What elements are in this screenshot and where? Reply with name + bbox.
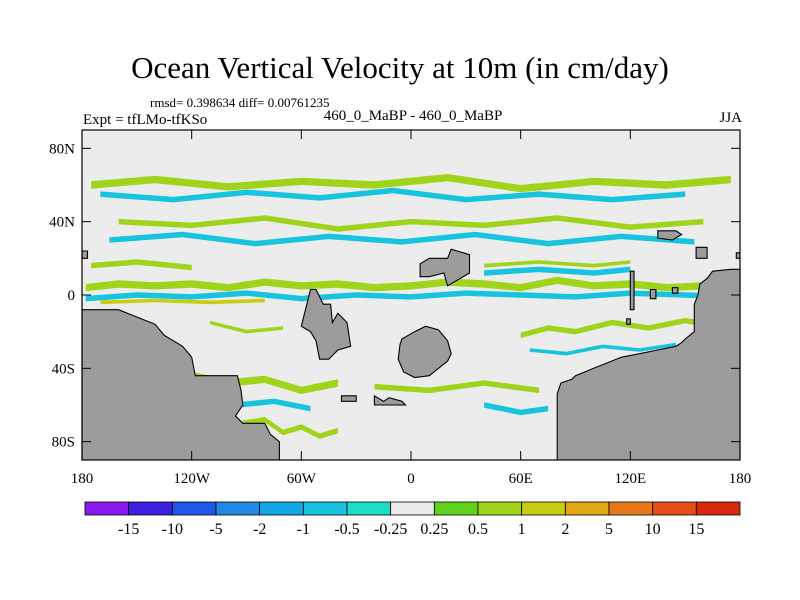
colorbar-label: 0.5 [468,521,488,538]
land-southern-island-b [373,394,407,406]
colorbar-swatch [695,501,741,516]
positive-anomaly-band [242,416,338,439]
positive-anomaly-band [374,380,539,394]
colorbar-swatch [564,501,610,516]
y-tick-label: 0 [68,288,76,304]
colorbar-label: 10 [645,521,661,538]
colorbar-label: 15 [688,521,704,538]
x-tick-label: 180 [729,471,752,487]
x-tick-label: 120E [614,471,646,487]
positive-anomaly-band [91,259,192,271]
negative-anomaly-band [484,266,631,276]
land-western-continent-north-tip [81,250,89,259]
x-tick-label: 0 [407,471,415,487]
land-east-island-a [626,318,631,325]
land-central-north-island [419,248,471,287]
colorbar: -15 -10 -5 -2 -1 -0.5 -0.25 0.25 0.5 1 2 5 10 15 [84,501,741,538]
land-masses [81,230,741,461]
negative-anomaly-band [100,187,686,203]
positive-anomaly-band [91,174,731,193]
colorbar-swatch [390,501,435,516]
colorbar-label: 1 [518,521,526,538]
colorbar-swatch [128,501,173,516]
colorbar-label: -10 [162,521,183,538]
colorbar-swatch [346,501,392,516]
land-east-peninsula-a [629,270,635,311]
x-tick-label: 120W [173,471,211,487]
colorbar-swatch [84,501,130,516]
season-label: JJA [719,110,742,126]
rmsd-diff-stats: rmsd= 0.398634 diff= 0.00761235 [150,95,330,110]
colorbar-label: 0.25 [420,521,448,538]
x-tick-label: 60E [509,471,533,487]
positive-anomaly-band [209,320,284,334]
colorbar-label: -0.5 [334,521,359,538]
chart-title: Ocean Vertical Velocity at 10m (in cm/da… [131,50,669,85]
y-axis: 80N 40N 0 40S 80S [49,141,740,451]
colorbar-label: -5 [209,521,222,538]
x-tick-label: 180 [71,471,94,487]
positive-anomaly-band [118,215,704,232]
colorbar-swatch [652,501,697,516]
positive-anomaly-band [85,276,737,292]
y-tick-label: 80S [52,435,75,451]
colorbar-swatch [171,501,217,516]
colorbar-label: 5 [605,521,613,538]
colorbar-label: -1 [297,521,310,538]
colorbar-swatch [608,501,654,516]
positive-anomaly-band [191,372,338,394]
colorbar-swatch [521,501,566,516]
x-tick-label: 60W [287,471,317,487]
colorbar-swatch [433,501,479,516]
anomaly-bands [85,174,737,439]
colorbar-label: 2 [561,521,569,538]
land-eastern-continent [556,268,741,461]
comparison-label: 460_0_MaBP - 460_0_MaBP [323,108,503,124]
land-south-atlantic-landmass [300,288,352,360]
colorbar-label: -15 [118,521,139,538]
colorbar-label: -2 [253,521,266,538]
land-east-island-b [671,287,679,294]
x-axis: 180 120W 60W 0 60E 120E 180 [71,130,752,487]
colorbar-swatch [215,501,261,516]
land-north-east-island [657,230,683,241]
negative-anomaly-band [85,290,737,302]
land-east-peninsula-b [649,288,657,300]
y-tick-label: 40N [49,215,75,231]
negative-anomaly-band [109,231,695,247]
experiment-label: Expt = tfLMo-tfKSo [83,112,208,128]
colorbar-swatch [302,501,348,516]
negative-anomaly-band [529,342,676,356]
land-east-island-c [695,246,708,259]
negative-anomaly-band [200,394,311,412]
colorbar-label: -0.25 [374,521,407,538]
y-tick-label: 80N [49,141,75,157]
negative-anomaly-band [484,402,549,416]
land-western-continent-south [81,309,280,461]
land-southern-island-a [340,395,357,402]
land-central-ring-landmass [397,325,452,379]
y-tick-label: 40S [52,361,75,377]
colorbar-swatch [259,501,304,516]
colorbar-swatch [477,501,523,516]
positive-anomaly-band [520,317,722,339]
positive-anomaly-band [100,298,265,305]
positive-anomaly-band [484,260,631,268]
